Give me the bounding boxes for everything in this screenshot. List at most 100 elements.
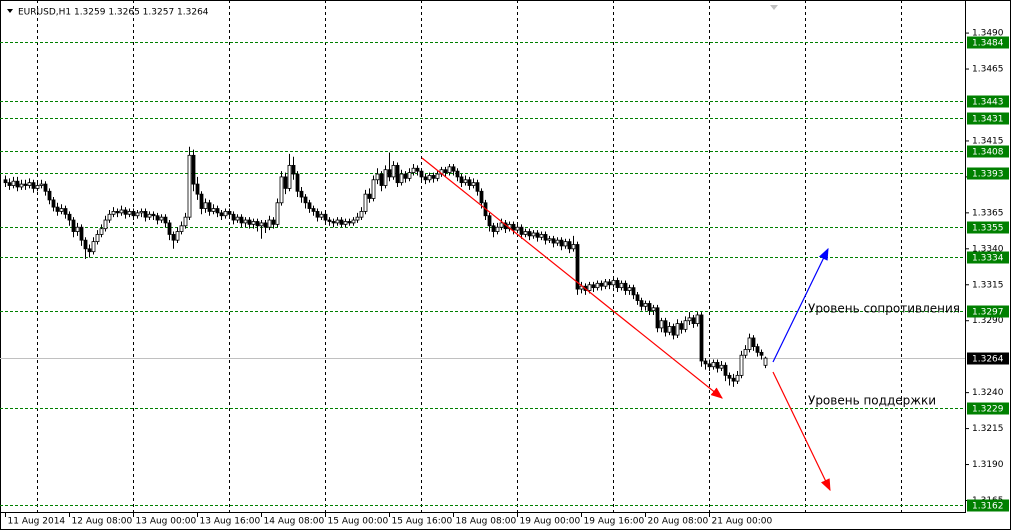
candle-body (407, 172, 412, 179)
resistance-arrow (772, 247, 829, 363)
candle-body (535, 232, 540, 238)
candle-body (411, 167, 416, 173)
x-tick-label: 19 Aug 16:00 (584, 517, 645, 527)
candle-body (743, 349, 748, 356)
candle-body (151, 213, 156, 217)
x-tick-label: 13 Aug 00:00 (136, 517, 197, 527)
candle-body (587, 284, 592, 291)
candle-body (211, 208, 216, 212)
candle-body (711, 362, 716, 368)
candle-body (123, 209, 128, 215)
candle-body (683, 320, 688, 330)
candle-body (563, 241, 568, 247)
candle-body (611, 280, 616, 286)
candle-body (651, 307, 656, 312)
candle-body (343, 221, 348, 225)
candle-body (419, 170, 424, 178)
y-tick-label: 1.3490 (972, 29, 1004, 39)
candle-body (163, 216, 168, 224)
current-price-box (967, 352, 1009, 365)
candle-body (11, 180, 16, 186)
candle-body (703, 360, 708, 365)
candle-body (179, 225, 184, 232)
candle-body (47, 190, 52, 201)
candle-body (135, 212, 140, 217)
candle-body (339, 219, 344, 225)
candle-body (543, 234, 548, 241)
candle-body (687, 317, 692, 322)
candle-body (147, 213, 152, 218)
candle-body (467, 179, 472, 186)
candle-body (15, 180, 20, 188)
candle-body (531, 232, 536, 237)
candle-body (347, 221, 352, 224)
support-arrow (772, 371, 831, 492)
candle-body (671, 326, 676, 336)
x-tick-label: 13 Aug 16:00 (200, 517, 261, 527)
candle-body (695, 314, 700, 324)
level-label-box (967, 499, 1009, 512)
candle-body (627, 287, 632, 291)
level-label: 1.3297 (972, 308, 1004, 318)
candle-body (215, 208, 220, 214)
candle-body (227, 211, 232, 215)
candle-body (715, 362, 720, 369)
candle-body (171, 234, 176, 241)
candle-body (487, 215, 492, 227)
level-label: 1.3229 (972, 405, 1004, 415)
y-tick-label: 1.3365 (972, 208, 1004, 218)
candle-body (327, 219, 332, 222)
candle-body (559, 239, 564, 247)
candle-body (271, 219, 276, 225)
level-label-box (967, 112, 1009, 125)
candle-body (511, 223, 516, 231)
candle-body (259, 222, 264, 227)
level-label-box (967, 221, 1009, 234)
menu-triangle[interactable] (7, 9, 13, 13)
candle-body (719, 364, 724, 369)
candle-body (255, 221, 260, 227)
level-label: 1.3355 (972, 224, 1004, 234)
candle-body (435, 173, 440, 179)
candle-body (459, 176, 464, 184)
candle-body (43, 183, 48, 192)
candle-body (39, 183, 44, 186)
candle-body (599, 282, 604, 287)
candle-body (335, 219, 340, 224)
candle-body (619, 282, 624, 289)
candle-body (239, 216, 244, 224)
candle-body (107, 213, 112, 221)
candle-body (575, 244, 580, 290)
candle-body (679, 323, 684, 330)
level-label-box (967, 251, 1009, 264)
candle-body (319, 213, 324, 218)
candle-body (551, 238, 556, 244)
candle-body (615, 280, 620, 289)
level-label-box (967, 95, 1009, 108)
candle-body (267, 219, 272, 228)
candle-body (71, 219, 76, 232)
candle-body (99, 228, 104, 235)
candle-body (139, 211, 144, 214)
candle-body (475, 182, 480, 192)
candle-body (283, 176, 288, 189)
candle-body (159, 216, 164, 221)
y-tick-label: 1.3415 (972, 136, 1004, 146)
candle-body (295, 173, 300, 192)
candle-body (639, 300, 644, 307)
annotation: Уровень сопротивления (808, 302, 960, 316)
candle-body (479, 190, 484, 204)
candle-body (751, 337, 756, 348)
level-label-box (967, 167, 1009, 180)
candle-body (603, 281, 608, 287)
candle-body (471, 182, 476, 186)
y-tick-label: 1.3190 (972, 460, 1004, 470)
candle-body (567, 241, 572, 250)
candle-body (79, 226, 84, 241)
candle-body (167, 222, 172, 235)
candle-body (155, 215, 160, 221)
trend-arrow (421, 157, 723, 399)
candle-body (203, 202, 208, 209)
candle-body (315, 211, 320, 218)
